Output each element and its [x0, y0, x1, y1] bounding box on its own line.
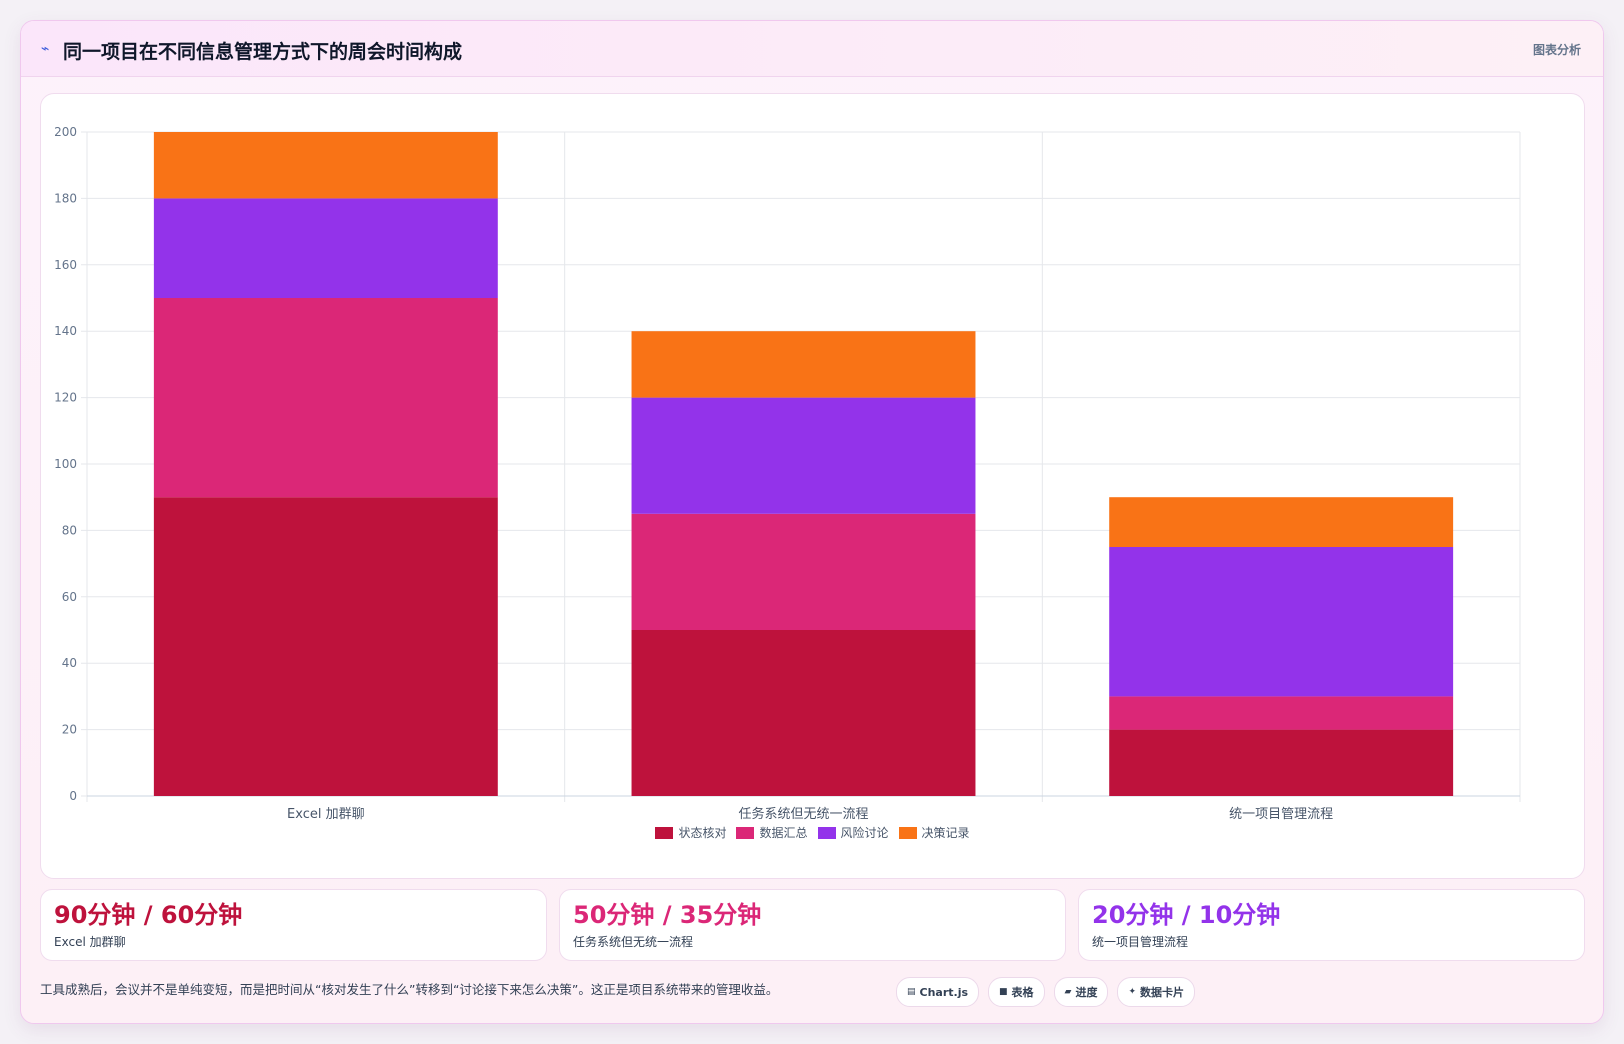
data-card-icon: ✦: [1128, 987, 1137, 997]
bar-segment: [631, 630, 976, 796]
y-tick-label: 180: [54, 191, 77, 205]
y-tick-label: 100: [54, 457, 77, 471]
legend-label: 数据汇总: [759, 826, 808, 840]
chart-panel: 0 20 40 60 80 100 120 140 160 180 200 Excel 加群聊 任务系统…: [40, 93, 1585, 879]
y-tick-label: 0: [69, 789, 77, 803]
footer-note: 工具成熟后，会议并不是单纯变短，而是把时间从“核对发生了什么”转移到“讨论接下来…: [40, 982, 779, 997]
stat-card-unified: 20分钟 / 10分钟 统一项目管理流程: [1078, 889, 1585, 961]
y-tick-label: 160: [54, 258, 77, 272]
x-tick-label: Excel 加群聊: [287, 807, 365, 822]
legend-swatch: [898, 826, 917, 839]
pill-label: 数据卡片: [1140, 986, 1185, 999]
pill-label: 表格: [1011, 986, 1034, 999]
stat-card-excel: 90分钟 / 60分钟 Excel 加群聊: [40, 889, 547, 961]
y-tick-label: 140: [54, 324, 77, 338]
pill-table[interactable]: ■ 表格: [988, 977, 1045, 1007]
bar-segment: [1109, 729, 1454, 796]
bar-segment: [631, 331, 976, 398]
stat-label: Excel 加群聊: [54, 935, 126, 949]
chart-legend: 状态核对 数据汇总 风险讨论 决策记录: [41, 824, 1584, 841]
bar-segment: [1109, 696, 1454, 730]
chart-title: 同一项目在不同信息管理方式下的周会时间构成: [63, 41, 463, 63]
legend-item[interactable]: 数据汇总: [736, 824, 808, 841]
progress-icon: ▰: [1064, 987, 1072, 997]
pill-chartjs[interactable]: ▤ Chart.js: [896, 977, 980, 1007]
legend-swatch: [655, 826, 674, 839]
legend-item[interactable]: 风险讨论: [817, 824, 889, 841]
x-tick-label: 统一项目管理流程: [1229, 807, 1333, 822]
y-tick-label: 120: [54, 391, 77, 405]
table-icon: ■: [999, 987, 1008, 997]
y-tick-label: 20: [62, 723, 77, 737]
chart-card: ⌁ 同一项目在不同信息管理方式下的周会时间构成 图表分析 0 20 40 60 80 10…: [20, 20, 1604, 1024]
pill-label: 进度: [1075, 986, 1098, 999]
y-tick-label: 60: [62, 590, 77, 604]
chart-analysis-tag: 图表分析: [1532, 43, 1581, 57]
y-tick-label: 40: [62, 656, 77, 670]
stat-value: 50分钟 / 35分钟: [573, 901, 762, 929]
bar-segment: [153, 198, 498, 298]
stats-row: 90分钟 / 60分钟 Excel 加群聊 50分钟 / 35分钟 任务系统但无…: [40, 889, 1585, 961]
pill-data-card[interactable]: ✦ 数据卡片: [1117, 977, 1196, 1007]
bar-segment: [1109, 547, 1454, 697]
bar-segment: [153, 132, 498, 199]
legend-item[interactable]: 决策记录: [898, 824, 970, 841]
bar-segment: [153, 497, 498, 796]
legend-label: 状态核对: [678, 826, 727, 840]
card-header: ⌁ 同一项目在不同信息管理方式下的周会时间构成 图表分析: [21, 21, 1603, 77]
bar-segment: [631, 397, 976, 514]
trend-line-icon: ⌁: [41, 41, 50, 57]
stat-card-task-system: 50分钟 / 35分钟 任务系统但无统一流程: [559, 889, 1066, 961]
y-tick-label: 200: [54, 125, 77, 139]
stacked-bar-chart: 0 20 40 60 80 100 120 140 160 180 200 Excel 加群聊 任务系统…: [54, 125, 1521, 822]
bar-segment: [1109, 497, 1454, 547]
pill-progress[interactable]: ▰ 进度: [1053, 977, 1109, 1007]
stat-label: 任务系统但无统一流程: [573, 935, 694, 949]
legend-swatch: [817, 826, 836, 839]
legend-item[interactable]: 状态核对: [655, 824, 726, 841]
legend-swatch: [736, 826, 755, 839]
stat-value: 90分钟 / 60分钟: [54, 901, 243, 929]
stat-value: 20分钟 / 10分钟: [1092, 901, 1281, 929]
bar-segment: [631, 513, 976, 630]
bar-segment: [153, 298, 498, 498]
feature-pills: ▤ Chart.js ■ 表格 ▰ 进度 ✦ 数据卡片: [896, 977, 1196, 1007]
pill-label: Chart.js: [919, 985, 969, 999]
y-tick-label: 80: [62, 523, 77, 537]
chart-icon: ▤: [907, 987, 916, 997]
legend-label: 决策记录: [921, 826, 970, 840]
stat-label: 统一项目管理流程: [1092, 935, 1189, 949]
x-tick-label: 任务系统但无统一流程: [738, 806, 868, 822]
legend-label: 风险讨论: [840, 826, 889, 840]
